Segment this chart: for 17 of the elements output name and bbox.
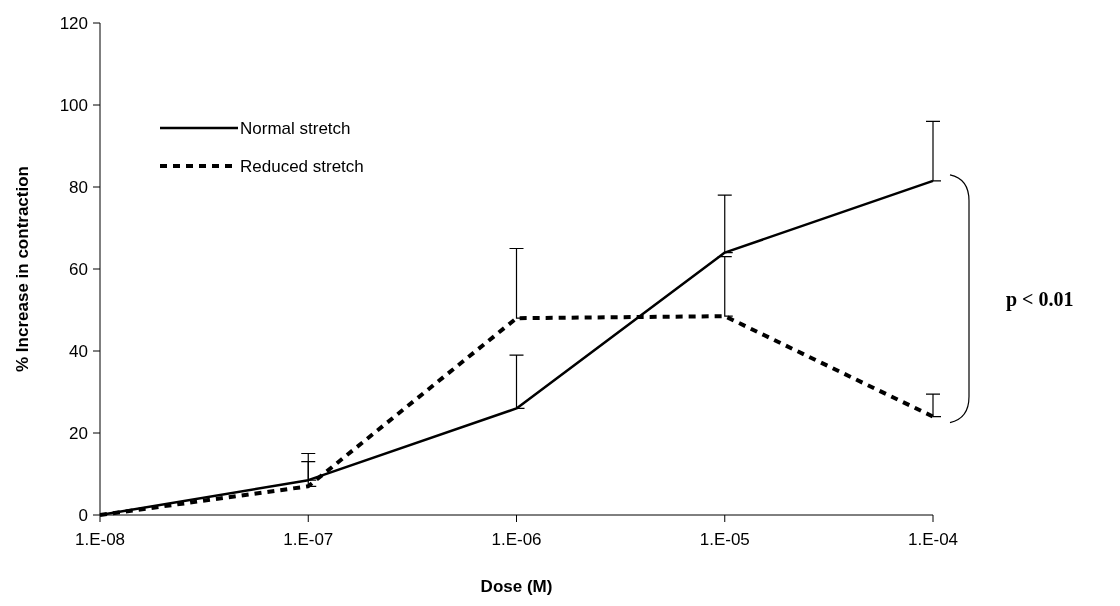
x-tick-label: 1.E-08 [74, 530, 126, 549]
text: p < 0.01 [1006, 287, 1074, 311]
y-tick-label: 60 [69, 259, 88, 279]
x-tick-label: 1.E-07 [283, 530, 334, 549]
x-tick-label: 1.E-04 [907, 530, 959, 549]
x-axis-title: Dose (M) [480, 577, 553, 596]
x-tick-label: 1.E-06 [491, 530, 542, 549]
legend-label: Reduced stretch [240, 156, 364, 176]
y-tick-label: 20 [69, 423, 88, 443]
y-tick-label: 100 [59, 95, 88, 115]
y-axis-title: % Increase in contraction [13, 166, 32, 372]
legend-label: Normal stretch [240, 118, 351, 138]
y-tick-label: 80 [69, 177, 88, 197]
y-tick-label: 0 [78, 505, 88, 525]
y-tick-label: 40 [69, 341, 88, 361]
x-tick-label: 1.E-05 [699, 530, 750, 549]
y-tick-label: 120 [59, 13, 88, 33]
